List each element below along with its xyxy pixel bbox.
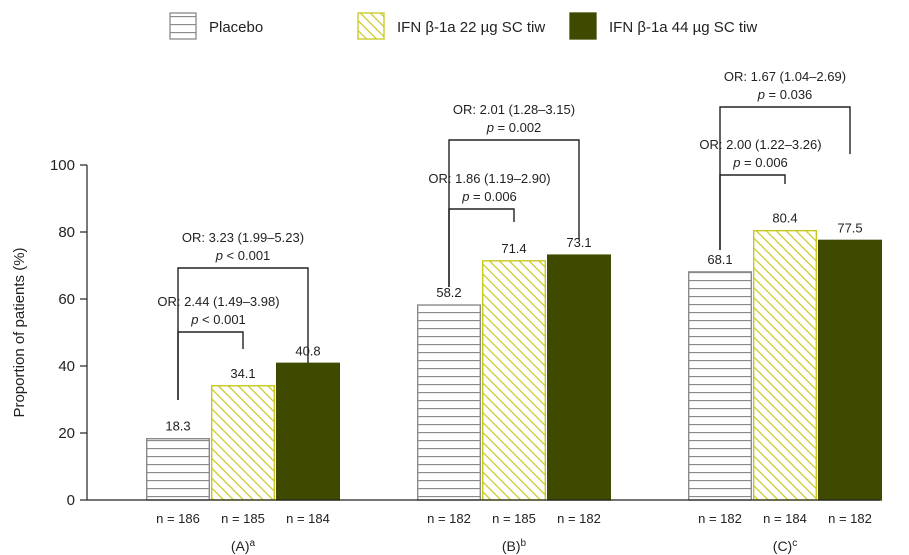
p-value-label: p < 0.001: [190, 312, 246, 327]
group-label-main: (A): [231, 538, 250, 554]
bar: [753, 229, 818, 501]
p-symbol: p: [757, 87, 765, 102]
bar-value-label: 71.4: [501, 241, 526, 256]
p-symbol: p: [461, 189, 469, 204]
n-label: n = 182: [427, 511, 471, 526]
y-axis-label: Proportion of patients (%): [11, 247, 28, 417]
bar: [145, 437, 210, 501]
bar-value-label: 58.2: [436, 285, 461, 300]
p-operator: =: [494, 120, 509, 135]
y-tick-label: 40: [58, 358, 75, 375]
n-label: n = 185: [492, 511, 536, 526]
bar-value-label: 73.1: [566, 235, 591, 250]
p-symbol: p: [215, 248, 223, 263]
y-axis: 0 20 40 60 80 100 Proportion of patients (%): [11, 157, 88, 509]
n-label: n = 185: [221, 511, 265, 526]
y-tick-label: 80: [58, 224, 75, 241]
group-label-main: (C): [773, 538, 792, 554]
p-value-label: p = 0.006: [732, 155, 788, 170]
p-value: 0.036: [780, 87, 813, 102]
group-label-superscript: c: [792, 538, 797, 549]
group-label-superscript: b: [521, 538, 527, 549]
significance-bracket: [719, 106, 851, 250]
legend: Placebo IFN β-1a 22 µg SC tiw IFN β-1a 44 …: [169, 12, 757, 40]
bar-value-label: 34.1: [230, 366, 255, 381]
bar-value-label: 77.5: [837, 220, 862, 235]
y-tick-label: 20: [58, 425, 75, 442]
significance-bracket: [177, 267, 309, 400]
p-operator: =: [740, 155, 755, 170]
group-label-main: (B): [502, 538, 521, 554]
legend-label-1: Placebo: [209, 19, 263, 36]
p-value-label: p = 0.006: [461, 189, 517, 204]
group-label: (C)c: [773, 538, 797, 554]
p-symbol: p: [486, 120, 494, 135]
odds-ratio-label: OR: 1.67 (1.04–2.69): [724, 69, 846, 84]
odds-ratio-label: OR: 2.44 (1.49–3.98): [157, 294, 279, 309]
p-operator: <: [198, 312, 213, 327]
p-value-label: p < 0.001: [215, 248, 271, 263]
bar: [482, 260, 547, 501]
p-value: 0.002: [509, 120, 542, 135]
n-label: n = 182: [557, 511, 601, 526]
p-operator: <: [223, 248, 238, 263]
odds-ratio-label: OR: 1.86 (1.19–2.90): [428, 171, 550, 186]
significance-bracket: [448, 139, 580, 287]
odds-ratio-label: OR: 3.23 (1.99–5.23): [182, 230, 304, 245]
legend-label-2: IFN β-1a 22 µg SC tiw: [397, 19, 545, 36]
n-label: n = 184: [286, 511, 330, 526]
p-operator: =: [765, 87, 780, 102]
bar: [276, 362, 341, 501]
group-label: (B)b: [502, 538, 527, 554]
bar-value-label: 80.4: [772, 211, 797, 226]
p-value-label: p = 0.002: [486, 120, 542, 135]
n-label: n = 186: [156, 511, 200, 526]
legend-label-3: IFN β-1a 44 µg SC tiw: [609, 19, 757, 36]
bar-value-label: 18.3: [165, 419, 190, 434]
p-operator: =: [469, 189, 484, 204]
group-label: (A)a: [231, 538, 256, 554]
y-tick-label: 60: [58, 291, 75, 308]
bar: [547, 254, 612, 501]
p-value-label: p = 0.036: [757, 87, 813, 102]
p-symbol: p: [190, 312, 198, 327]
n-label: n = 182: [698, 511, 742, 526]
bar: [818, 239, 883, 501]
n-label: n = 182: [828, 511, 872, 526]
p-value: 0.001: [238, 248, 271, 263]
odds-ratio-label: OR: 2.01 (1.28–3.15): [453, 102, 575, 117]
n-label: n = 184: [763, 511, 807, 526]
p-symbol: p: [732, 155, 740, 170]
bar-value-label: 68.1: [707, 252, 732, 267]
group-label-superscript: a: [250, 538, 256, 549]
legend-swatch-2: [357, 12, 385, 40]
bar-group-b: 58.2 n = 182 71.4 n = 185 73.1 n = 182 (B)b OR:…: [417, 102, 612, 554]
bar-group-c: 68.1 n = 182 80.4 n = 184 77.5 n = 182 (C)c OR:…: [688, 69, 883, 554]
y-tick-label: 100: [50, 157, 75, 174]
bar: [688, 271, 753, 501]
y-tick-label: 0: [67, 492, 75, 509]
bar: [417, 304, 482, 501]
bar: [210, 385, 275, 501]
p-value: 0.006: [484, 189, 517, 204]
legend-swatch-1: [169, 12, 197, 40]
odds-ratio-label: OR: 2.00 (1.22–3.26): [699, 137, 821, 152]
p-value: 0.006: [755, 155, 788, 170]
p-value: 0.001: [213, 312, 246, 327]
legend-swatch-3: [569, 12, 597, 40]
